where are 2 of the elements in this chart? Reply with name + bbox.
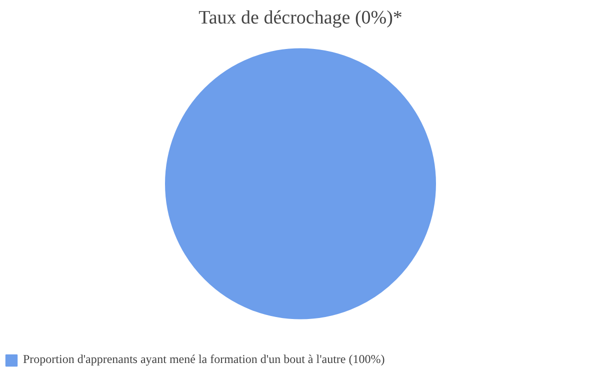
chart-title: Taux de décrochage (0%)* bbox=[198, 8, 402, 28]
legend-label: Proportion d'apprenants ayant mené la formation d'un bout à l'autre (100%) bbox=[23, 352, 385, 367]
